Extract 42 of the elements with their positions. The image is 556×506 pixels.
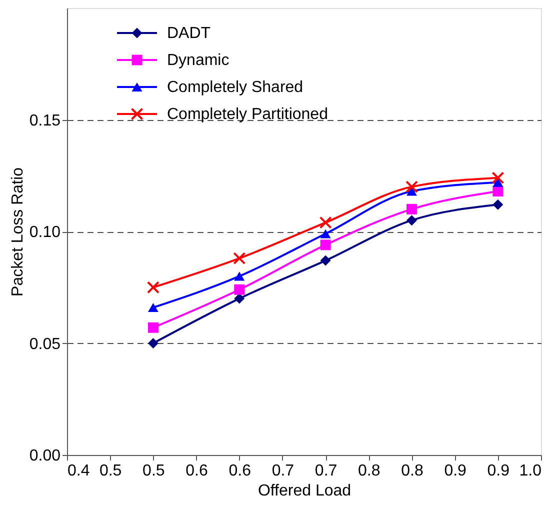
point (320, 255, 331, 266)
y-tick-label: 0.00 (29, 448, 61, 464)
x-tick-label: 0.4 (68, 462, 90, 480)
x-tick-label: 0.6 (186, 462, 208, 480)
legend-label: Completely Partitioned (167, 106, 328, 123)
point (234, 293, 245, 304)
y-tick-label: 0.10 (29, 224, 61, 241)
point (320, 229, 331, 238)
point (406, 204, 417, 214)
x-tick-label: 1.0 (519, 462, 542, 480)
point (148, 338, 158, 348)
point (148, 322, 158, 333)
point (405, 180, 418, 194)
x-tick-label: 0.7 (314, 462, 338, 480)
legend-label: Dynamic (167, 52, 230, 69)
point (406, 186, 417, 196)
y-tick-label: 0.15 (29, 112, 61, 130)
x-tick-label: 0.7 (272, 462, 294, 480)
point (146, 281, 160, 294)
x-tick-label: 0.8 (358, 462, 380, 480)
x-tick-label: 0.6 (228, 462, 252, 480)
point (492, 199, 504, 210)
x-tick-label: 0.9 (487, 462, 510, 480)
point (319, 216, 332, 229)
point (234, 272, 245, 281)
x-tick-label: 0.5 (99, 462, 122, 480)
point (148, 302, 158, 312)
point (320, 240, 331, 250)
y-tick-label: 0.05 (29, 336, 61, 353)
y-axis-title: Packet Loss Ratio (9, 167, 26, 296)
point (492, 172, 504, 184)
point (492, 178, 504, 187)
legend-label: Completely Shared (167, 79, 304, 96)
point (233, 252, 246, 265)
legend-label: DADT (167, 25, 211, 42)
x-tick-label: 0.9 (444, 462, 467, 480)
x-tick-label: 0.8 (401, 462, 424, 480)
point (492, 186, 504, 197)
point (234, 284, 245, 295)
x-axis-title: Offered Load (258, 482, 352, 500)
point (406, 215, 417, 226)
x-tick-label: 0.5 (142, 462, 165, 480)
